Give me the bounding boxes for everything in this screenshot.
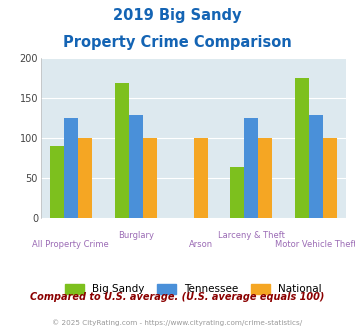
- Text: All Property Crime: All Property Crime: [32, 240, 109, 249]
- Text: Burglary: Burglary: [118, 231, 154, 240]
- Bar: [194, 138, 208, 218]
- Bar: [323, 138, 337, 218]
- Text: © 2025 CityRating.com - https://www.cityrating.com/crime-statistics/: © 2025 CityRating.com - https://www.city…: [53, 319, 302, 326]
- Bar: [50, 146, 64, 218]
- Bar: [230, 167, 244, 218]
- Legend: Big Sandy, Tennessee, National: Big Sandy, Tennessee, National: [65, 284, 322, 294]
- Bar: [244, 118, 258, 218]
- Text: Larceny & Theft: Larceny & Theft: [218, 231, 284, 240]
- Text: Motor Vehicle Theft: Motor Vehicle Theft: [275, 240, 355, 249]
- Bar: [64, 118, 78, 218]
- Bar: [258, 138, 272, 218]
- Text: Arson: Arson: [189, 240, 213, 249]
- Bar: [309, 115, 323, 218]
- Bar: [295, 78, 309, 218]
- Text: Property Crime Comparison: Property Crime Comparison: [63, 35, 292, 50]
- Bar: [143, 138, 157, 218]
- Text: 2019 Big Sandy: 2019 Big Sandy: [113, 8, 242, 23]
- Bar: [78, 138, 92, 218]
- Bar: [129, 115, 143, 218]
- Text: Compared to U.S. average. (U.S. average equals 100): Compared to U.S. average. (U.S. average …: [30, 292, 325, 302]
- Bar: [115, 83, 129, 218]
